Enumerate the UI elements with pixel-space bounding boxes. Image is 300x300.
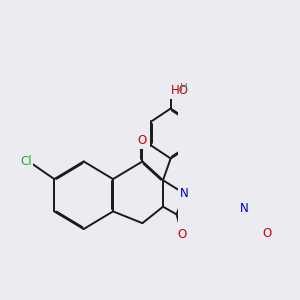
Text: O: O [262, 226, 272, 240]
Text: O: O [178, 228, 187, 242]
Text: N: N [240, 202, 249, 215]
Text: O: O [138, 134, 147, 147]
Text: N: N [180, 187, 189, 200]
Text: HO: HO [171, 84, 189, 98]
Text: Cl: Cl [20, 155, 32, 168]
Text: H: H [180, 83, 188, 93]
